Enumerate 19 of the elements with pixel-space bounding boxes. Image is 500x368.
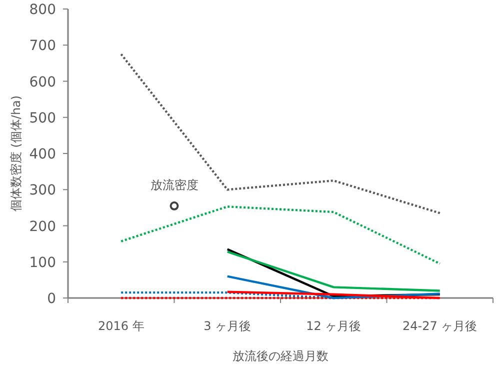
- y-tick-label: 700: [29, 38, 56, 54]
- y-tick-label: 200: [29, 218, 56, 235]
- x-tick-label: 2016 年: [98, 319, 144, 333]
- x-tick-label: 24-27 ヶ月後: [402, 319, 478, 333]
- x-tick-label: 3 ヶ月後: [204, 319, 252, 333]
- y-tick-label: 800: [29, 2, 56, 18]
- x-tick-label: 12 ヶ月後: [306, 319, 362, 333]
- y-tick-label: 500: [29, 110, 56, 126]
- annotation: 放流密度: [150, 178, 198, 210]
- line-series: [120, 53, 441, 214]
- y-tick-label: 400: [29, 146, 56, 162]
- y-axis-title: 個体数密度 (個体/ha): [9, 95, 23, 212]
- y-tick-label: 300: [29, 182, 56, 199]
- line-series: [120, 206, 441, 265]
- y-tick-label: 0: [47, 291, 56, 307]
- y-tick-label: 600: [29, 74, 56, 90]
- x-axis-title: 放流後の経過月数: [232, 349, 328, 363]
- y-tick-label: 100: [29, 254, 56, 271]
- annotation: 放流密度: [150, 178, 198, 192]
